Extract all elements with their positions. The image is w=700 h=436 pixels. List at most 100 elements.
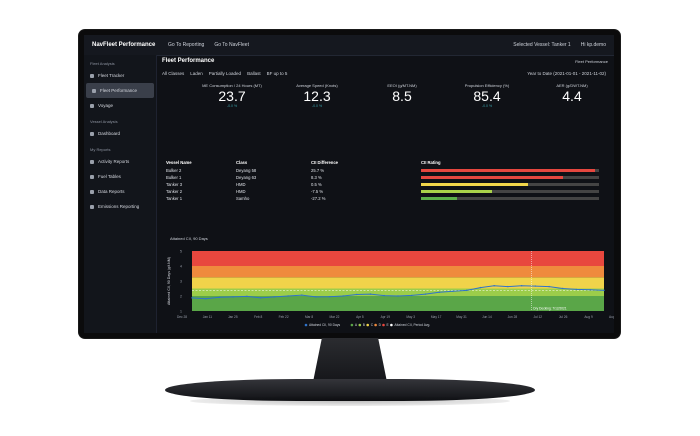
kpi-sub: -0.0 % [311,104,323,108]
top-nav: Go To Reporting Go To NavFleet [162,42,249,48]
series-point [383,294,385,297]
cii-band-a [192,296,604,311]
vessel-table: Vessel Name Class CII Difference CII Rat… [166,159,606,202]
x-tick-label: Jun 28 [508,315,518,319]
x-tick-label: Jul 26 [559,315,568,319]
kpi-label: Propulsion Efficiency (%) [464,83,510,88]
main-content: Fleet Performance Fleet Performance All … [156,55,614,333]
bf-filter-dropdown[interactable]: BF up to 5 [266,71,288,76]
class-filter-dropdown[interactable]: All Classes [162,71,185,76]
series-point [301,294,303,296]
sidebar-item-dashboard[interactable]: Dashboard [84,126,156,141]
kpi-strip: ME Consumption / 24 Hours (MT) 23.7 -0.0… [192,83,612,108]
legend-entry: Attained CII, 90 Days [309,323,341,327]
cii-rating-bar [421,169,599,172]
sidebar-section-title: My Reports [90,147,111,152]
column-cii-rating[interactable]: CII Rating [421,160,441,165]
series-point [493,284,495,287]
kpi-sub: -0.0 % [226,104,238,108]
map-icon [90,73,94,78]
cii-rating-fill [421,197,457,200]
dashboard-icon [90,131,94,136]
column-vessel-name[interactable]: Vessel Name [166,160,192,165]
x-tick-label: Apr 19 [381,315,391,319]
chart-icon [92,88,96,93]
series-point [218,296,221,299]
kpi-value: 8.5 [392,88,412,104]
sidebar-section-title: Vessel Analysis [90,119,118,124]
y-tick-label: 1 [180,310,182,314]
sidebar-item-activity-reports[interactable]: Activity Reports [84,154,156,169]
y-tick-label: 5 [180,250,182,254]
go-to-navfleet-link[interactable]: Go To NavFleet [214,42,249,48]
activity-icon [90,159,94,164]
legend-swatch [382,323,385,327]
x-tick-label: Apr 5 [356,315,364,319]
x-tick-label: Aug 23 [609,315,614,319]
legend-entry: D [379,323,382,327]
sidebar-item-data-reports[interactable]: Data Reports [84,184,156,199]
partially-loaded-filter-radio[interactable]: Partially Loaded [208,71,242,76]
table-row[interactable]: Bulker 2 Deyang 58 25.7 % [166,167,606,174]
sidebar-item-label: Fleet Performance [100,88,138,93]
column-cii-difference[interactable]: CII Difference [311,160,338,165]
user-menu[interactable]: Hi kp.demo [580,42,606,48]
cii-chart: 1 2 3 4 5 Dec 28 Jan 11 Jan 25 Feb 8 Feb 22 Mar 8 M… [156,241,614,333]
series-point [246,295,248,298]
sidebar-item-fleet-tracker[interactable]: Fleet Tracker [84,68,156,83]
series-point [259,297,262,299]
sidebar-item-fleet-performance[interactable]: Fleet Performance [86,83,154,98]
kpi-value: 23.7 [218,88,246,104]
selected-vessel-dropdown[interactable]: Selected Vessel: Tanker 1 [513,42,571,48]
series-point [328,296,331,298]
cii-rating-fill [421,190,493,193]
table-row[interactable]: Tanker 2 HMD -7.5 % [166,188,606,195]
kpi-eeoi: EEOI (g/MT.NM) 8.5 [362,83,442,108]
monitor-base [165,379,535,401]
x-tick-label: Mar 22 [330,315,340,319]
x-tick-label: Jun 14 [482,315,492,319]
sidebar-item-fuel-tables[interactable]: Fuel Tables [84,169,156,184]
cii-rating-cell [421,183,606,186]
kpi-me-consumption: ME Consumption / 24 Hours (MT) 23.7 -0.0… [192,83,272,108]
y-tick-label: 3 [180,280,182,284]
cii-rating-bar [421,176,599,179]
column-class[interactable]: Class [236,160,248,165]
series-point [465,289,468,292]
legend-entry: B [363,323,366,327]
laden-filter-radio[interactable]: Laden [190,71,203,76]
page-title: Fleet Performance [162,58,215,64]
ballast-filter-radio[interactable]: Ballast [247,71,261,76]
kpi-label: Average Speed (Knots) [296,83,338,88]
cii-difference-cell: 25.7 % [311,168,325,173]
series-point [369,293,372,295]
app-brand[interactable]: NavFleet Performance [92,42,156,48]
table-row[interactable]: Bulker 1 Deyang 63 8.3 % [166,174,606,181]
sidebar-item-emissions-reporting[interactable]: Emissions Reporting [84,199,156,214]
sidebar-item-label: Fuel Tables [98,174,121,179]
legend-swatch [350,323,354,327]
fleet-performance-link[interactable]: Fleet Performance [575,59,608,64]
x-tick-label: Feb 8 [254,315,262,319]
date-range-selector[interactable]: Year to Date (2021-01-01 - 2021-11-02) [527,71,606,76]
legend-swatch [374,323,377,327]
series-point [534,285,537,287]
series-point [397,295,399,297]
table-header: Vessel Name Class CII Difference CII Rat… [166,159,606,166]
go-to-reporting-link[interactable]: Go To Reporting [168,42,205,48]
y-tick-label: 2 [180,295,182,299]
kpi-label: EEOI (g/MT.NM) [387,83,417,88]
legend-swatch [358,323,362,327]
class-cell: Samho [236,196,250,201]
series-point [479,286,482,289]
kpi-sub: -0.0 % [481,104,493,108]
kpi-average-speed: Average Speed (Knots) 12.3 -0.0 % [277,83,357,108]
table-row[interactable]: Tanker 3 HMD 0.5 % [166,181,606,188]
sidebar-item-voyage[interactable]: Voyage [84,98,156,113]
monitor-screen: NavFleet Performance Go To Reporting Go … [84,35,614,333]
table-row[interactable]: Tanker 1 Samho -27.2 % [166,195,606,202]
series-point [356,293,358,296]
chart-title: Attained CII, 90 Days [170,236,208,241]
topbar-right: Selected Vessel: Tanker 1 Hi kp.demo [513,42,614,48]
series-point [411,294,413,297]
